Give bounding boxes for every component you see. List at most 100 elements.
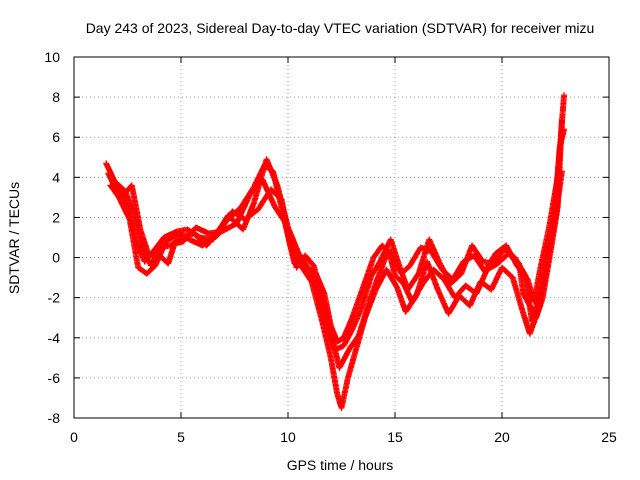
- data-point-trail: [539, 245, 554, 300]
- y-tick-label: 0: [52, 250, 60, 266]
- data-point-trail: [341, 328, 355, 348]
- y-tick-label: -2: [48, 290, 61, 306]
- data-point-trail: [151, 235, 167, 254]
- y-tick-label: 10: [44, 49, 60, 65]
- x-tick-label: 20: [494, 429, 510, 445]
- data-point-trail: [531, 265, 544, 304]
- plot-frame: [73, 56, 610, 419]
- data-point-trail: [311, 263, 330, 314]
- data-point-trail: [162, 229, 179, 240]
- data-point-trail: [537, 225, 552, 270]
- data-point-trail: [431, 267, 447, 282]
- data-point-trail: [347, 333, 361, 350]
- data-point-trail: [323, 310, 336, 344]
- data-point-trail: [533, 295, 546, 320]
- data-point-trail: [319, 320, 334, 360]
- data-point-trail: [341, 316, 355, 340]
- data-point-trail: [338, 376, 351, 410]
- data-point-trail: [234, 193, 252, 226]
- data-point-trail: [437, 261, 453, 286]
- data-point-trail: [264, 157, 280, 188]
- data-point-trail: [441, 277, 458, 300]
- data-point-trail: [407, 245, 423, 268]
- data-point-trail: [521, 291, 539, 320]
- data-point-trail: [388, 237, 402, 268]
- data-point-trail: [129, 183, 144, 232]
- data-point-trail: [516, 261, 527, 296]
- data-point-trail: [510, 275, 526, 316]
- data-point-trail: [409, 281, 426, 304]
- data-point: [558, 116, 565, 123]
- data-point-trail: [452, 283, 468, 300]
- data-point-trail: [420, 267, 436, 286]
- x-tick-label: 15: [387, 429, 403, 445]
- data-point-trail: [116, 195, 132, 222]
- data-point-trail: [384, 267, 400, 290]
- x-tick-label: 25: [601, 429, 617, 445]
- data-point-trail: [194, 225, 211, 236]
- data-point-trail: [164, 231, 181, 244]
- data-point-trail: [108, 183, 122, 200]
- data-point-trail: [126, 217, 141, 270]
- data-point-trail: [385, 247, 398, 278]
- data-point-trail: [268, 187, 284, 202]
- data-point-trail: [360, 255, 377, 290]
- data-point-trail: [137, 227, 152, 258]
- data-point-trail: [506, 251, 522, 266]
- data-points: [103, 92, 568, 411]
- x-axis-label: GPS time / hours: [287, 457, 394, 473]
- data-point-trail: [144, 263, 158, 276]
- data-point-trail: [219, 221, 239, 234]
- y-tick-label: 4: [52, 169, 60, 185]
- chart-title: Day 243 of 2023, Sidereal Day-to-day VTE…: [86, 20, 595, 36]
- series-track-d: [109, 116, 565, 371]
- data-point-trail: [345, 346, 360, 380]
- y-axis-label: SDTVAR / TECUs: [6, 182, 22, 294]
- data-point-trail: [458, 243, 475, 276]
- data-point-trail: [200, 233, 220, 248]
- data-point-trail: [448, 271, 464, 286]
- data-point-trail: [356, 300, 372, 338]
- data-point-trail: [298, 263, 314, 284]
- tick-labels: 0 5 10 15 20 25 -8 -6 -4 -2 0 2 4 6 8 10: [44, 49, 617, 445]
- data-point-trail: [554, 117, 565, 209]
- data-point-trail: [181, 225, 199, 244]
- data-point-trail: [349, 285, 366, 320]
- data-point-trail: [187, 237, 205, 248]
- x-tick-label: 5: [177, 429, 185, 445]
- data-point-trail: [369, 259, 383, 278]
- data-point-trail: [495, 251, 511, 266]
- data-point-trail: [349, 308, 364, 332]
- data-point-trail: [473, 267, 490, 296]
- x-tick-label: 0: [70, 429, 78, 445]
- data-point: [561, 92, 568, 99]
- data-point-trail: [500, 265, 515, 280]
- y-tick-label: -4: [48, 330, 61, 346]
- data-point-trail: [335, 335, 346, 345]
- data-point-trail: [426, 237, 443, 266]
- data-point-trail: [243, 207, 260, 222]
- data-point-trail: [488, 265, 505, 292]
- y-tick-label: 2: [52, 209, 60, 225]
- data-point-trail: [165, 241, 178, 266]
- data-point-trail: [491, 247, 507, 266]
- y-tick-label: 6: [52, 129, 60, 145]
- data-point-trail: [485, 261, 500, 272]
- data-point-trail: [259, 177, 278, 210]
- data-point-trail: [366, 275, 381, 304]
- data-point-trail: [469, 243, 485, 264]
- data-point-trail: [371, 243, 385, 260]
- data-point-trail: [308, 280, 325, 324]
- data-point-trail: [283, 221, 300, 270]
- data-point-trail: [337, 346, 353, 370]
- y-tick-label: -8: [48, 410, 61, 426]
- data-point-trail: [110, 177, 126, 198]
- data-point-trail: [303, 253, 316, 268]
- data-point-trail: [358, 273, 374, 312]
- y-tick-label: 8: [52, 89, 60, 105]
- x-tick-label: 10: [280, 429, 296, 445]
- data-point-trail: [393, 273, 406, 286]
- y-tick-label: -6: [48, 370, 61, 386]
